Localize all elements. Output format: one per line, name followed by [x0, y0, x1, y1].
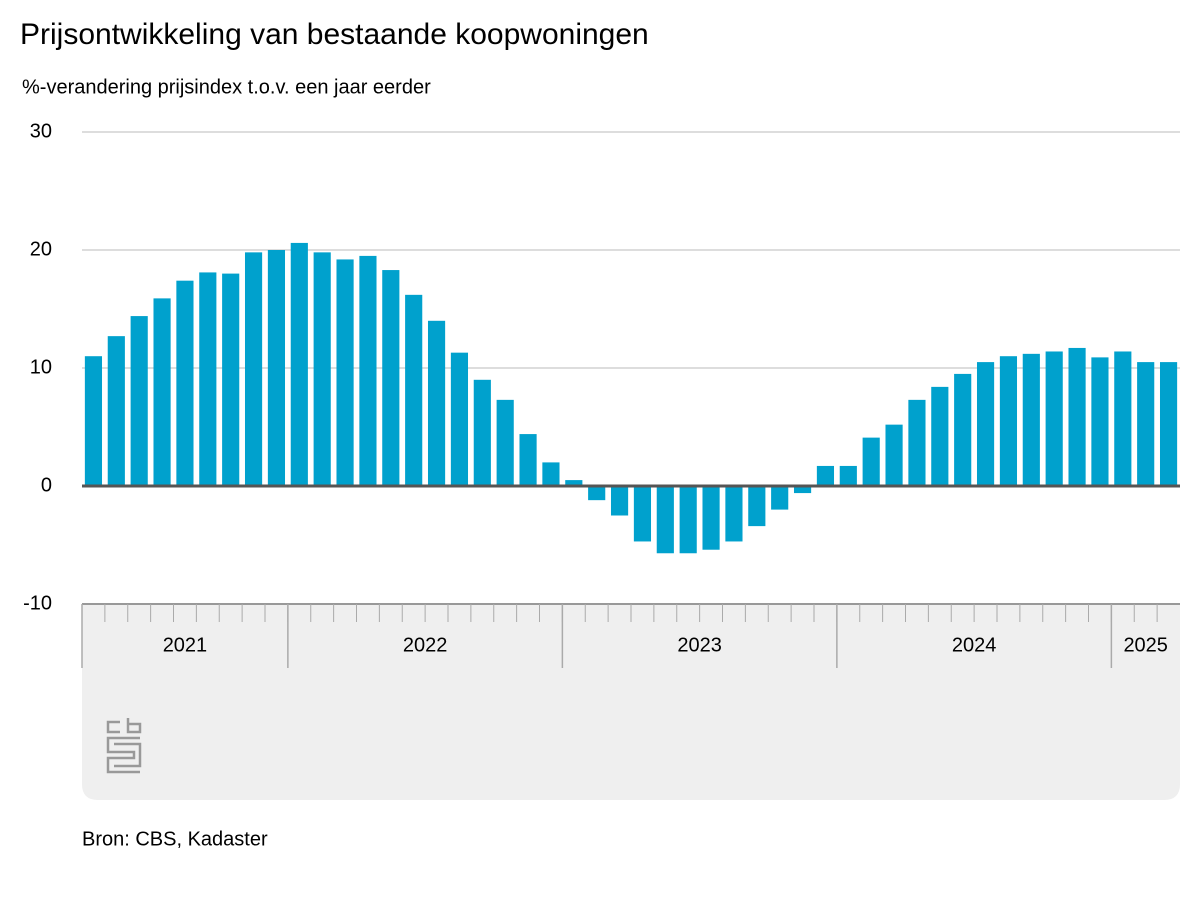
bar	[176, 280, 194, 486]
bar	[450, 352, 469, 486]
bar	[748, 486, 766, 527]
bar	[588, 486, 606, 501]
bar	[862, 437, 880, 486]
bar	[725, 486, 743, 542]
bar	[542, 462, 560, 486]
bar	[702, 486, 720, 550]
bar	[496, 399, 514, 486]
bar	[267, 250, 286, 486]
bar	[1159, 362, 1178, 486]
bar	[999, 356, 1018, 486]
bar	[976, 362, 995, 486]
chart-title: Prijsontwikkeling van bestaande koopwoni…	[20, 18, 649, 51]
bar	[313, 252, 331, 486]
bar	[427, 320, 446, 486]
x-tick-label: 2022	[403, 634, 448, 656]
bar	[1091, 357, 1109, 486]
bar	[107, 336, 125, 486]
bar	[1022, 353, 1040, 486]
bar	[199, 272, 217, 486]
x-tick-label: 2025	[1123, 634, 1168, 656]
bar	[1045, 351, 1063, 486]
y-tick-label: 0	[41, 474, 52, 496]
bar	[565, 480, 583, 486]
axis-panel	[82, 604, 1180, 800]
bar	[679, 486, 697, 554]
y-tick-label: 20	[30, 238, 52, 260]
chart-subtitle: %-verandering prijsindex t.o.v. een jaar…	[22, 76, 431, 98]
bar	[473, 379, 491, 486]
y-tick-label: 30	[30, 120, 52, 142]
y-tick-label: -10	[23, 592, 52, 614]
bar	[793, 486, 812, 494]
bar	[885, 424, 903, 486]
x-tick-label: 2021	[163, 634, 208, 656]
source: Bron: CBS, Kadaster	[82, 828, 268, 850]
bar	[931, 386, 949, 486]
bar	[633, 486, 652, 542]
bar	[954, 373, 972, 486]
bar	[908, 399, 926, 486]
bar	[222, 273, 240, 486]
y-tick-label: 10	[30, 356, 52, 378]
bar	[610, 486, 629, 516]
cbs-logo	[106, 718, 142, 774]
bar	[816, 465, 835, 486]
bar	[1068, 347, 1086, 486]
bar	[519, 434, 537, 486]
bar	[405, 294, 423, 486]
bar	[359, 255, 377, 486]
bar	[130, 316, 148, 486]
bar	[336, 259, 354, 486]
x-tick-label: 2023	[677, 634, 722, 656]
bar	[153, 298, 171, 486]
bar	[84, 356, 103, 486]
bar	[656, 486, 674, 554]
bar	[244, 252, 263, 486]
bar	[290, 242, 308, 486]
bar	[382, 270, 400, 486]
bar	[1137, 362, 1155, 486]
bar	[771, 486, 789, 510]
bar	[839, 465, 857, 486]
x-tick-label: 2024	[952, 634, 997, 656]
bar	[1114, 351, 1132, 486]
